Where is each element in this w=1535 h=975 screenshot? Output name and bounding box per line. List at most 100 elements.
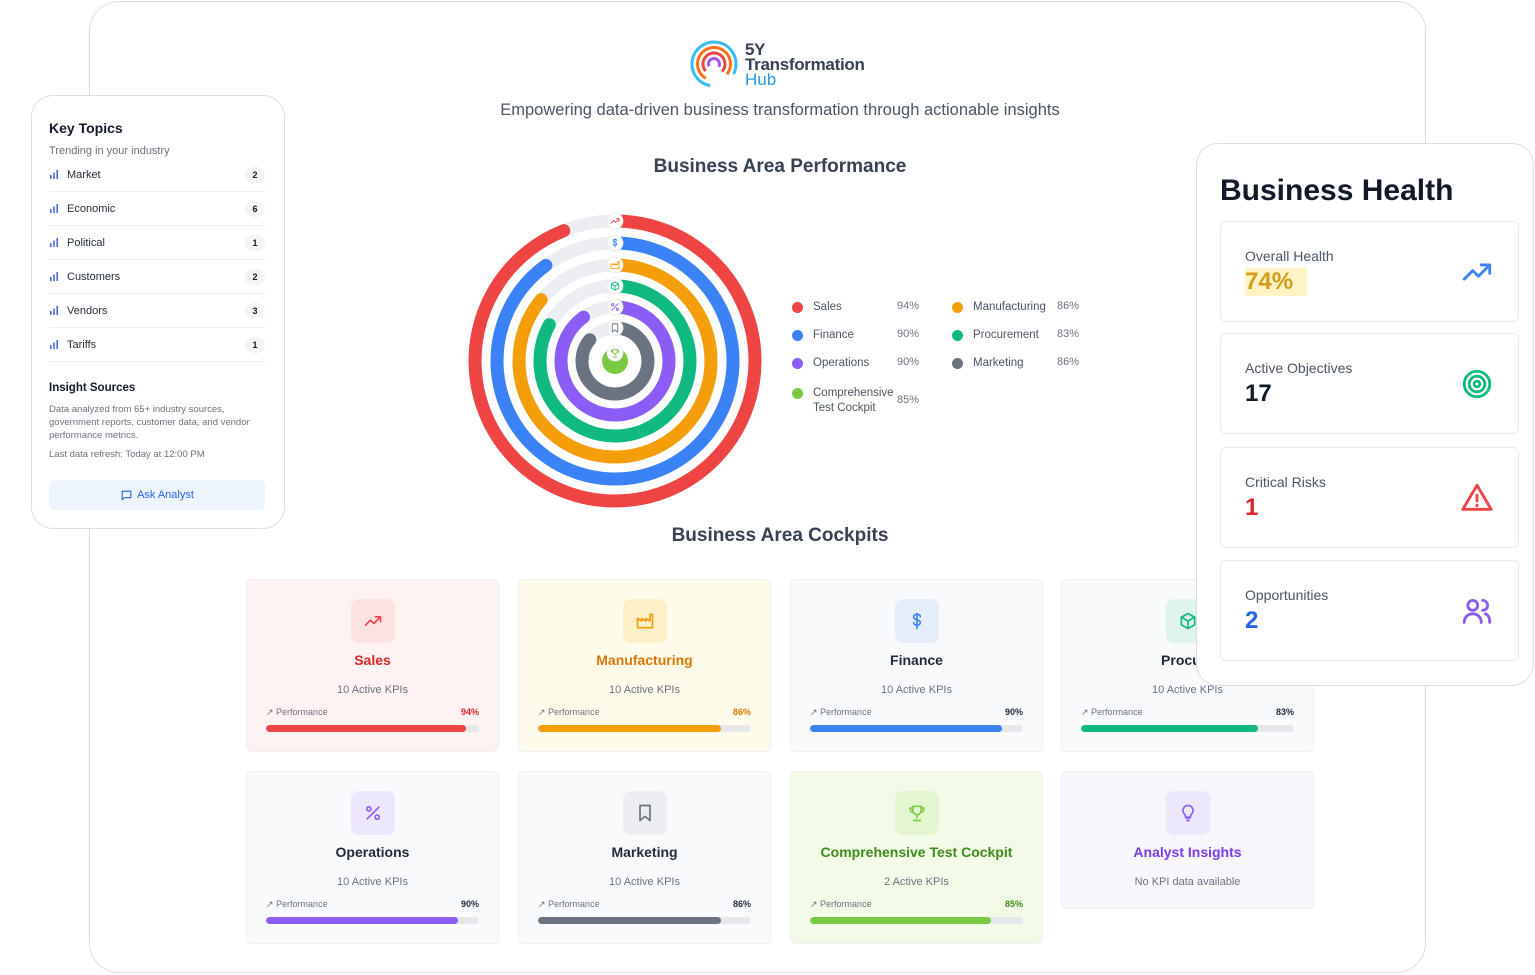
topic-item-customers[interactable]: Customers 2 (49, 260, 265, 294)
legend-label: Sales (813, 301, 842, 313)
trend-icon: ↗ (266, 707, 277, 717)
legend-item[interactable]: Finance 90% (792, 328, 919, 343)
last-refresh: Last data refresh: Today at 12:00 PM (49, 449, 205, 460)
insight-sources-desc: Data analyzed from 65+ industry sources,… (49, 404, 250, 441)
cockpit-title: Operations (335, 844, 410, 860)
trend-icon: ↗ (1081, 707, 1092, 717)
legend-label: Finance (813, 329, 854, 341)
health-label: Opportunities (1245, 587, 1329, 603)
topic-count: 3 (245, 302, 265, 319)
legend-dot (792, 330, 803, 341)
performance-value: 85% (1004, 899, 1023, 909)
legend-dot (792, 302, 803, 313)
cockpit-performance-row: ↗ Performance 90% (810, 707, 1023, 718)
topic-item-market[interactable]: Market 2 (49, 158, 265, 192)
legend-item[interactable]: Marketing 86% (952, 356, 1079, 371)
trending-up-icon (1460, 255, 1494, 289)
topic-item-tariffs[interactable]: Tariffs 1 (49, 328, 265, 362)
legend-item[interactable]: Procurement 83% (952, 328, 1079, 343)
insight-sources-title: Insight Sources (49, 382, 136, 394)
business-health-title: Business Health (1220, 174, 1454, 207)
health-card-active-objectives[interactable]: Active Objectives 17 (1220, 333, 1519, 434)
cockpit-kpis: 10 Active KPIs (337, 684, 408, 696)
topic-item-political[interactable]: Political 1 (49, 226, 265, 260)
cockpit-performance-row: ↗ Performance 94% (266, 707, 479, 718)
logo-text-transformation: Transformation (745, 54, 865, 74)
cockpit-card-comprehensive-test-cockpit[interactable]: Comprehensive Test Cockpit 2 Active KPIs ↗… (790, 771, 1043, 944)
performance-label: Performance (548, 707, 600, 717)
ring-badge-trophy-icon (606, 344, 624, 362)
legend-label: Comprehensive Test Cockpit (813, 387, 894, 414)
cockpit-card-operations[interactable]: Operations 10 Active KPIs ↗ Performance 90% (246, 771, 499, 944)
performance-bar-fill (266, 725, 467, 732)
topic-count: 2 (245, 268, 265, 285)
cockpit-kpis: No KPI data available (1134, 876, 1241, 888)
ring-badge-factory-icon (606, 256, 624, 274)
performance-value: 94% (460, 707, 479, 717)
performance-label: Performance (548, 899, 600, 909)
bar-chart-icon (49, 237, 63, 249)
cockpit-performance-row: ↗ Performance 90% (266, 899, 479, 910)
legend-item[interactable]: Comprehensive Test Cockpit 85% (792, 386, 919, 416)
users-icon (1460, 594, 1494, 628)
topic-label: Political (67, 236, 105, 249)
topic-item-economic[interactable]: Economic 6 (49, 192, 265, 226)
cockpit-kpis: 2 Active KPIs (884, 876, 949, 888)
performance-bar (1081, 725, 1294, 732)
topic-label: Tariffs (67, 338, 97, 351)
health-card-overall-health[interactable]: Overall Health 74% (1220, 221, 1519, 322)
logo-text-hub: Hub (745, 69, 777, 89)
performance-bar (266, 725, 479, 732)
legend-label: Marketing (973, 357, 1024, 369)
topic-label: Vendors (67, 304, 108, 317)
legend-dot (952, 302, 963, 313)
cockpit-kpis: 10 Active KPIs (609, 684, 680, 696)
legend-value: 86% (1057, 356, 1080, 368)
legend-value: 90% (897, 356, 920, 368)
legend-label: Manufacturing (973, 301, 1046, 313)
logo-rings-icon (690, 40, 738, 88)
performance-bar (810, 725, 1023, 732)
legend-label: Procurement (973, 329, 1039, 341)
cockpit-title: Analyst Insights (1133, 844, 1242, 860)
health-card-critical-risks[interactable]: Critical Risks 1 (1220, 447, 1519, 548)
topic-count: 6 (245, 200, 265, 217)
cockpit-title: Finance (890, 652, 943, 668)
legend-dot (952, 358, 963, 369)
performance-title: Business Area Performance (653, 156, 907, 177)
bar-chart-icon (49, 169, 63, 181)
cockpit-card-analyst-insights[interactable]: Analyst Insights No KPI data available (1061, 771, 1314, 909)
health-label: Active Objectives (1245, 360, 1353, 376)
cockpit-performance-row: ↗ Performance 85% (810, 899, 1023, 910)
legend-item[interactable]: Operations 90% (792, 356, 919, 371)
health-label: Critical Risks (1245, 474, 1326, 490)
performance-value: 86% (732, 899, 751, 909)
legend-dot (792, 388, 803, 399)
health-card-opportunities[interactable]: Opportunities 2 (1220, 560, 1519, 661)
ask-analyst-button[interactable]: Ask Analyst (49, 480, 265, 510)
cockpit-title: Comprehensive Test Cockpit (820, 844, 1013, 860)
topic-label: Market (67, 168, 101, 181)
performance-value: 86% (732, 707, 751, 717)
performance-label-wrap: ↗ Performance (810, 707, 872, 718)
cockpit-card-marketing[interactable]: Marketing 10 Active KPIs ↗ Performance 86% (518, 771, 771, 944)
cockpit-performance-row: ↗ Performance 86% (538, 899, 751, 910)
cockpit-card-sales[interactable]: Sales 10 Active KPIs ↗ Performance 94% (246, 579, 499, 752)
ring-badge-trending-up-icon (606, 212, 624, 230)
trophy-icon (894, 791, 939, 835)
legend-item[interactable]: Manufacturing 86% (952, 300, 1079, 315)
health-label: Overall Health (1245, 248, 1334, 264)
legend-item[interactable]: Sales 94% (792, 300, 919, 315)
topic-item-vendors[interactable]: Vendors 3 (49, 294, 265, 328)
cockpit-card-manufacturing[interactable]: Manufacturing 10 Active KPIs ↗ Performance… (518, 579, 771, 752)
legend-label: Operations (813, 357, 870, 369)
app-logo[interactable]: 5Y Transformation Hub (689, 38, 889, 90)
logo-text-5y: 5Y (745, 39, 766, 59)
performance-bar-fill (266, 917, 458, 924)
topic-count: 1 (245, 336, 265, 353)
trending-up-icon (350, 599, 395, 643)
cockpits-title: Business Area Cockpits (671, 525, 889, 546)
bar-chart-icon (49, 203, 63, 215)
ring-badge-percent-icon (606, 298, 624, 316)
cockpit-card-finance[interactable]: Finance 10 Active KPIs ↗ Performance 90% (790, 579, 1043, 752)
